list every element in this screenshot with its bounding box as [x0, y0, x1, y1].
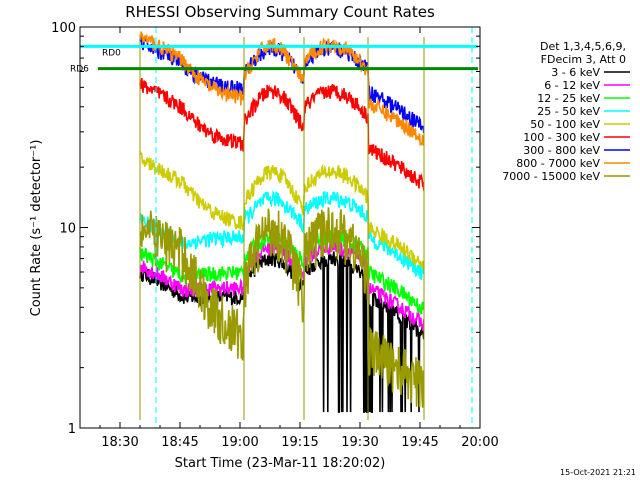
- legend-item-label: 6 - 12 keV: [544, 79, 600, 92]
- x-tick-label: 18:30: [101, 435, 138, 450]
- series-100-300-kev: [139, 78, 425, 191]
- x-axis-label: Start Time (23-Mar-11 18:20:02): [175, 456, 386, 471]
- series-line: [139, 31, 425, 147]
- series-line: [139, 207, 425, 408]
- y-tick-label: 10: [59, 222, 76, 237]
- x-tick-label: 19:30: [341, 435, 378, 450]
- series-3-6-kev: [139, 251, 425, 413]
- chart-title: RHESSI Observing Summary Count Rates: [125, 3, 435, 21]
- legend-item-label: 300 - 800 keV: [523, 144, 600, 157]
- y-tick-label: 1: [68, 422, 76, 437]
- series-50-100-kev: [139, 151, 425, 270]
- legend-item-label: 3 - 6 keV: [551, 66, 600, 79]
- legend-item-label: 100 - 300 keV: [523, 131, 600, 144]
- x-tick-label: 18:45: [161, 435, 198, 450]
- legend-item-label: 50 - 100 keV: [530, 118, 600, 131]
- series-25-50-kev: [139, 189, 425, 280]
- y-tick-label: 100: [51, 21, 76, 36]
- series-line: [139, 151, 425, 270]
- series-line: [139, 251, 425, 413]
- legend-item-label: 800 - 7000 keV: [516, 157, 600, 170]
- legend-item-label: 25 - 50 keV: [537, 105, 600, 118]
- generation-timestamp: 15-Oct-2021 21:21: [560, 468, 636, 477]
- x-tick-label: 20:00: [461, 435, 498, 450]
- series-300-800-kev: [139, 34, 425, 134]
- series-line: [139, 189, 425, 280]
- series-7000-15000-kev: [139, 207, 425, 408]
- series-800-7000-kev: [139, 31, 425, 147]
- legend-header: FDecim 3, Att 0: [541, 53, 626, 66]
- legend-item-label: 7000 - 15000 keV: [502, 170, 600, 183]
- legend-header: Det 1,3,4,5,6,9,: [540, 40, 626, 53]
- series-line: [139, 34, 425, 134]
- x-tick-label: 19:15: [281, 435, 318, 450]
- legend: Det 1,3,4,5,6,9,FDecim 3, Att 03 - 6 keV…: [502, 40, 630, 183]
- rd0-label: RD0: [102, 49, 121, 59]
- y-axis-label: Count Rate (s⁻¹ detector⁻¹): [29, 140, 44, 317]
- axes: 18:30 18:45 19:00 19:15 19:30 19:45 20:00 1 10 10…: [51, 21, 499, 450]
- legend-item-label: 12 - 25 keV: [537, 92, 600, 105]
- x-tick-label: 19:00: [221, 435, 258, 450]
- x-tick-label: 19:45: [401, 435, 438, 450]
- series-line: [139, 78, 425, 191]
